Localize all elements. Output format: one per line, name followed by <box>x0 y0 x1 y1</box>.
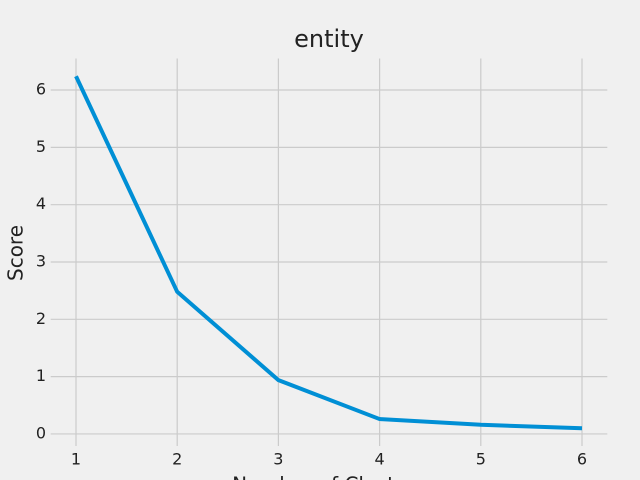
y-axis-label: Score <box>4 225 28 281</box>
y-tick-label: 5 <box>36 137 46 156</box>
x-tick-label: 6 <box>577 450 587 469</box>
x-tick-label: 3 <box>273 450 283 469</box>
y-tick-label: 0 <box>36 423 46 442</box>
y-tick-label: 6 <box>36 80 46 99</box>
x-tick-label: 2 <box>172 450 182 469</box>
x-axis-label: Number of Clusters <box>232 473 426 480</box>
y-tick-label: 1 <box>36 366 46 385</box>
chart-title: entity <box>294 25 364 53</box>
x-tick-label: 5 <box>476 450 486 469</box>
x-tick-label: 1 <box>71 450 81 469</box>
y-tick-label: 4 <box>36 194 46 213</box>
y-tick-label: 3 <box>36 251 46 270</box>
line <box>74 75 583 431</box>
y-tick-label: 2 <box>36 309 46 328</box>
x-tick-label: 4 <box>375 450 385 469</box>
